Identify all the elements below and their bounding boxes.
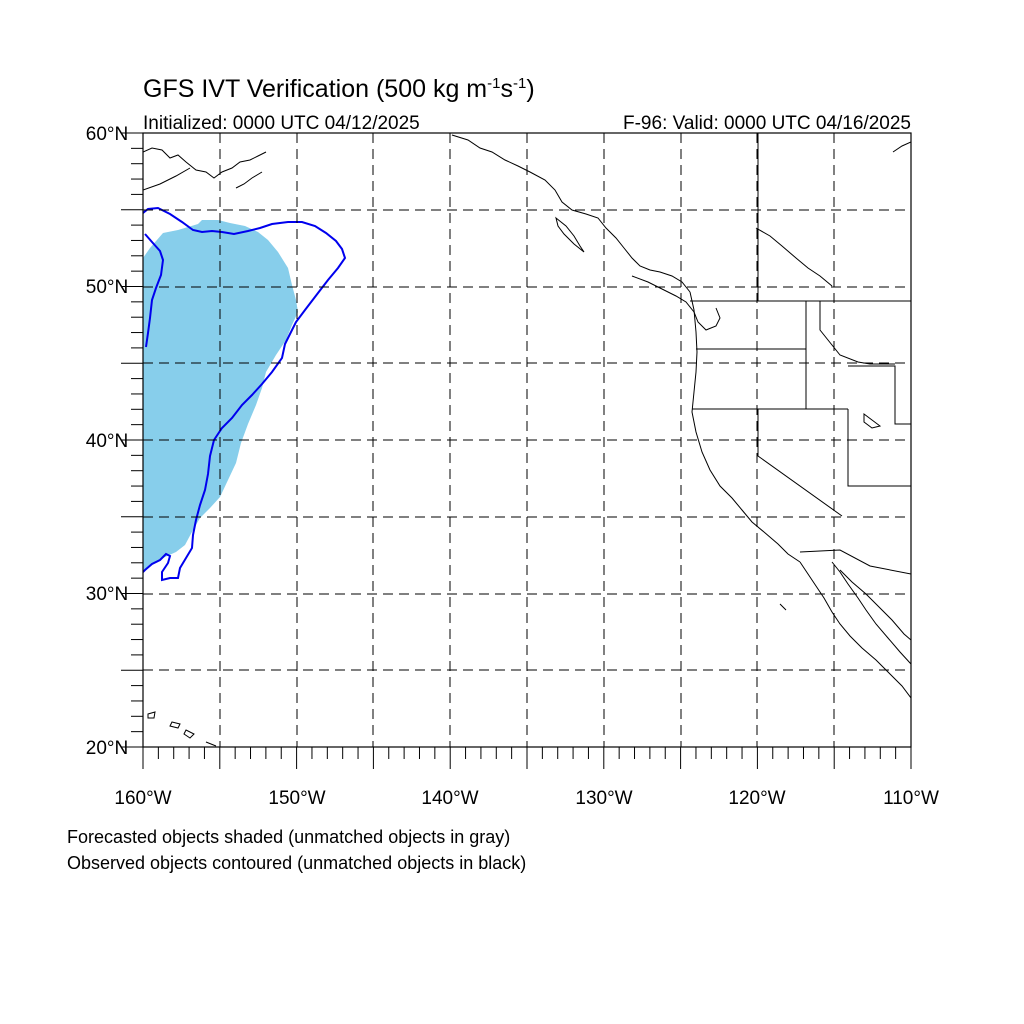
footnote-observed: Observed objects contoured (unmatched ob… (67, 853, 526, 873)
lon-label: 130°W (575, 788, 632, 809)
lat-label: 20°N (86, 738, 128, 759)
lon-labels: 160°W 150°W 140°W 130°W 120°W 110°W (114, 788, 939, 809)
observed-object-contour (143, 206, 347, 582)
lon-label: 150°W (268, 788, 325, 809)
init-time-label: Initialized: 0000 UTC 04/12/2025 (143, 113, 420, 134)
lon-label: 160°W (114, 788, 171, 809)
lat-label: 30°N (86, 584, 128, 605)
chart-title: GFS IVT Verification (500 kg m-1s-1) (143, 75, 535, 103)
valid-time-label: F-96: Valid: 0000 UTC 04/16/2025 (623, 113, 911, 134)
lon-label: 120°W (728, 788, 785, 809)
lat-label: 50°N (86, 277, 128, 298)
axis-ticks (121, 132, 912, 769)
coastlines (143, 133, 911, 747)
lat-label: 60°N (86, 124, 128, 145)
footnote-forecast: Forecasted objects shaded (unmatched obj… (67, 827, 510, 847)
graticule (143, 133, 911, 747)
lon-label: 110°W (883, 788, 939, 809)
lon-label: 140°W (421, 788, 478, 809)
map-panel (143, 133, 911, 747)
lat-labels: 20°N 30°N 40°N 50°N 60°N (86, 124, 128, 759)
lat-label: 40°N (86, 431, 128, 452)
